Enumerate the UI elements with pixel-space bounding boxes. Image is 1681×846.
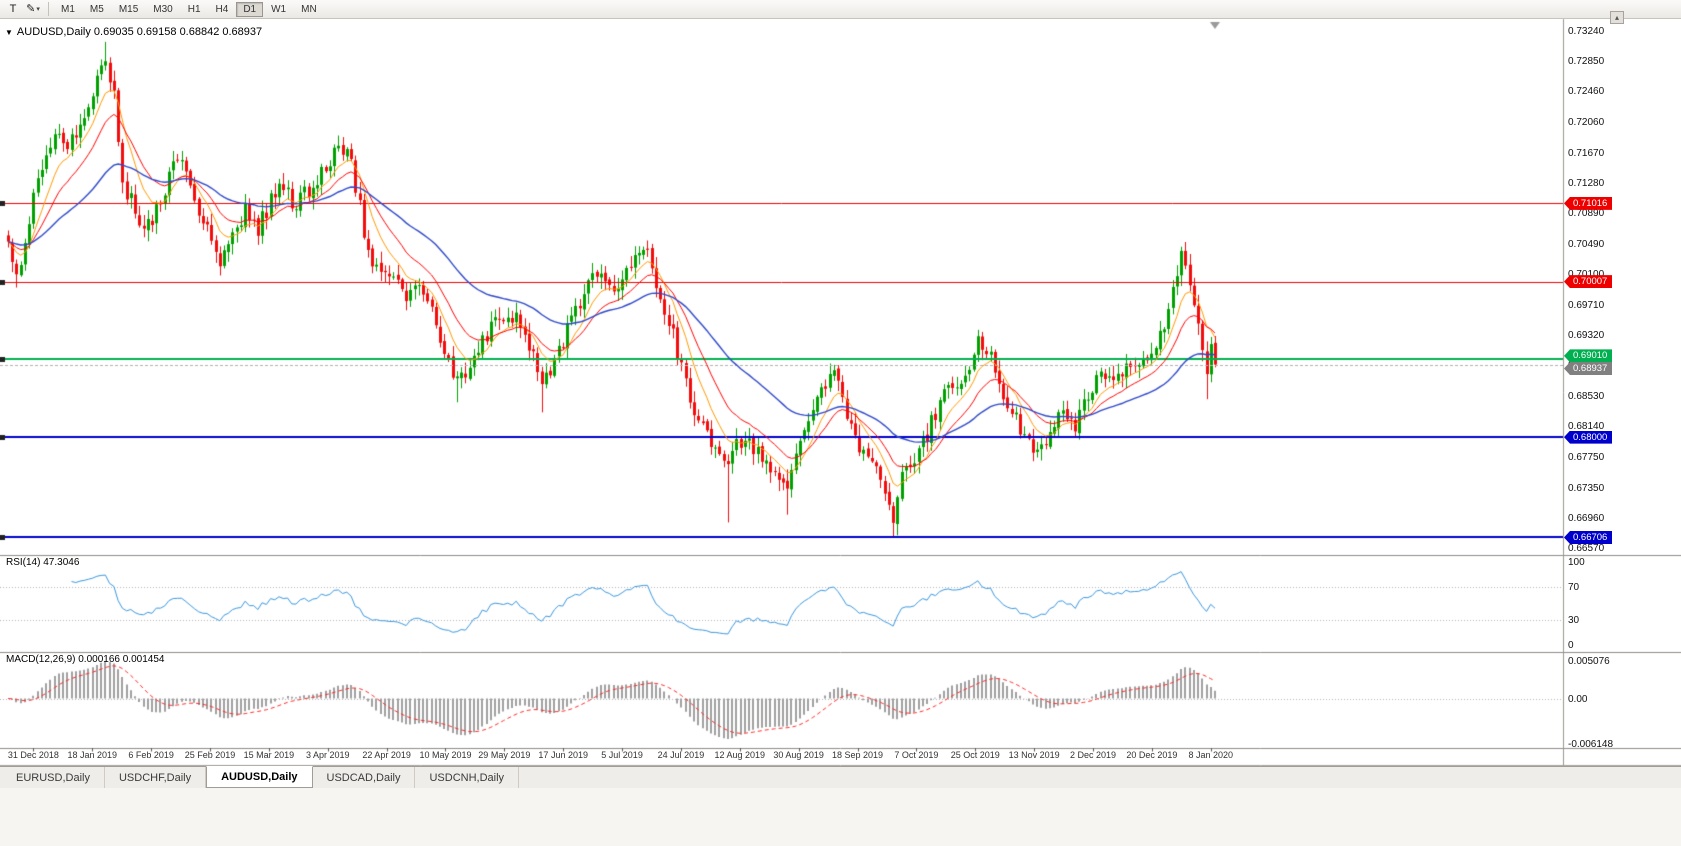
date-tick-label: 18 Jan 2019	[67, 750, 118, 760]
chart-tab-bar: EURUSD,Daily USDCHF,Daily AUDUSD,Daily USDC…	[0, 766, 1681, 788]
date-tick-label: 13 Nov 2019	[1008, 750, 1060, 760]
rsi-tick-label: 70	[1568, 581, 1580, 593]
price-tick-label: 0.71280	[1568, 177, 1605, 189]
price-tick-label: 0.66570	[1568, 543, 1605, 554]
pen-icon: ✎	[26, 3, 36, 15]
scroll-up-button[interactable]: ▴	[1610, 11, 1624, 24]
date-tick-label: 6 Feb 2019	[128, 750, 174, 760]
price-tick-label: 0.70890	[1568, 208, 1605, 220]
price-badge-resistance-line: 0.70007	[1564, 275, 1613, 289]
draw-tool-button[interactable]: ✎ ▾	[23, 1, 43, 17]
date-tick-label: 5 Jul 2019	[601, 750, 643, 760]
price-tick-label: 0.68140	[1568, 421, 1605, 433]
macd-tick-label: 0.00	[1568, 693, 1588, 705]
chart-title-text: AUDUSD,Daily 0.69035 0.69158 0.68842 0.6…	[16, 26, 263, 38]
timeframe-button-mn[interactable]: MN	[301, 3, 317, 15]
timeframe-button-m1[interactable]: M1	[61, 3, 75, 15]
date-tick-label: 17 Jun 2019	[538, 750, 588, 760]
timeframe-button-m5[interactable]: M5	[89, 3, 104, 15]
date-tick-label: 12 Aug 2019	[714, 750, 766, 760]
price-tick-label: 0.69710	[1568, 299, 1605, 311]
date-tick-label: 18 Sep 2019	[832, 750, 884, 760]
date-tick-label: 10 May 2019	[419, 750, 472, 760]
price-tick-label: 0.67350	[1568, 482, 1605, 494]
price-tick-label: 0.73240	[1568, 26, 1605, 37]
price-badge-current-price: 0.68937	[1564, 362, 1613, 376]
rsi-tick-label: 100	[1568, 557, 1585, 568]
price-badge-support-line: 0.66706	[1564, 530, 1613, 544]
chart-tab-usdcad-daily[interactable]: USDCAD,Daily	[313, 767, 416, 788]
top-toolbar: T ✎ ▾ M1 M5 M15 M30 H1 H4 D1 W1 MN	[0, 0, 1681, 19]
date-tick-label: 7 Oct 2019	[894, 750, 939, 760]
price-tick-label: 0.70490	[1568, 239, 1605, 251]
text-tool-button[interactable]: T	[3, 1, 23, 17]
date-tick-label: 29 May 2019	[478, 750, 531, 760]
price-tick-label: 0.67750	[1568, 451, 1605, 463]
chart-tab-usdcnh-daily[interactable]: USDCNH,Daily	[415, 767, 520, 788]
price-tick-label: 0.69320	[1568, 329, 1605, 341]
macd-tick-label: -0.006148	[1568, 739, 1614, 750]
date-tick-label: 25 Oct 2019	[950, 750, 1000, 760]
price-tick-label: 0.66960	[1568, 512, 1605, 524]
rsi-tick-label: 0	[1568, 640, 1574, 651]
chart-tab-usdchf-daily[interactable]: USDCHF,Daily	[105, 767, 207, 788]
chart-title: ▼ AUDUSD,Daily 0.69035 0.69158 0.68842 0…	[5, 26, 262, 38]
timeframe-button-h1[interactable]: H1	[187, 3, 201, 15]
timeframe-button-m15[interactable]: M15	[118, 3, 139, 15]
rsi-tick-label: 30	[1568, 615, 1580, 627]
date-tick-label: 15 Mar 2019	[243, 750, 295, 760]
date-tick-label: 31 Dec 2018	[7, 750, 59, 760]
rsi-label: RSI(14) 47.3046	[6, 557, 80, 568]
price-badge-resistance-line: 0.71016	[1564, 196, 1613, 210]
toolbar-separator	[48, 2, 49, 16]
price-badge-support-line: 0.68000	[1564, 430, 1613, 444]
timeframe-button-h4[interactable]: H4	[215, 3, 229, 15]
date-tick-label: 20 Dec 2019	[1126, 750, 1178, 760]
price-tick-label: 0.70100	[1568, 269, 1605, 281]
macd-label: MACD(12,26,9) 0.000166 0.001454	[6, 654, 165, 665]
price-tick-label: 0.72060	[1568, 117, 1605, 129]
price-tick-label: 0.72460	[1568, 86, 1605, 98]
date-tick-label: 2 Dec 2019	[1069, 750, 1117, 760]
chart-collapse-icon: ▼	[5, 27, 13, 37]
timeframe-button-m30[interactable]: M30	[153, 3, 173, 15]
chart-tab-eurusd-daily[interactable]: EURUSD,Daily	[2, 767, 105, 788]
price-badge-support-line: 0.69010	[1564, 349, 1613, 363]
date-tick-label: 30 Aug 2019	[773, 750, 824, 760]
timeframe-button-w1[interactable]: W1	[271, 3, 287, 15]
price-tick-label: 0.68530	[1568, 391, 1605, 403]
text-tool-icon: T	[9, 3, 17, 15]
timeframe-button-d1[interactable]: D1	[236, 1, 264, 17]
macd-tick-label: 0.005076	[1568, 656, 1610, 667]
dropdown-caret-icon: ▾	[36, 6, 40, 13]
date-tick-label: 22 Apr 2019	[362, 750, 411, 760]
price-tick-label: 0.71670	[1568, 147, 1605, 159]
price-tick-label: 0.72850	[1568, 56, 1605, 68]
date-tick-label: 8 Jan 2020	[1188, 750, 1234, 760]
timeframe-buttons: M1 M5 M15 M30 H1 H4 D1 W1 MN	[54, 1, 325, 17]
chart-tab-audusd-daily[interactable]: AUDUSD,Daily	[206, 766, 313, 788]
date-tick-label: 3 Apr 2019	[305, 750, 350, 760]
date-tick-label: 24 Jul 2019	[657, 750, 705, 760]
scroll-up-icon: ▴	[1614, 13, 1619, 22]
date-tick-label: 25 Feb 2019	[184, 750, 236, 760]
